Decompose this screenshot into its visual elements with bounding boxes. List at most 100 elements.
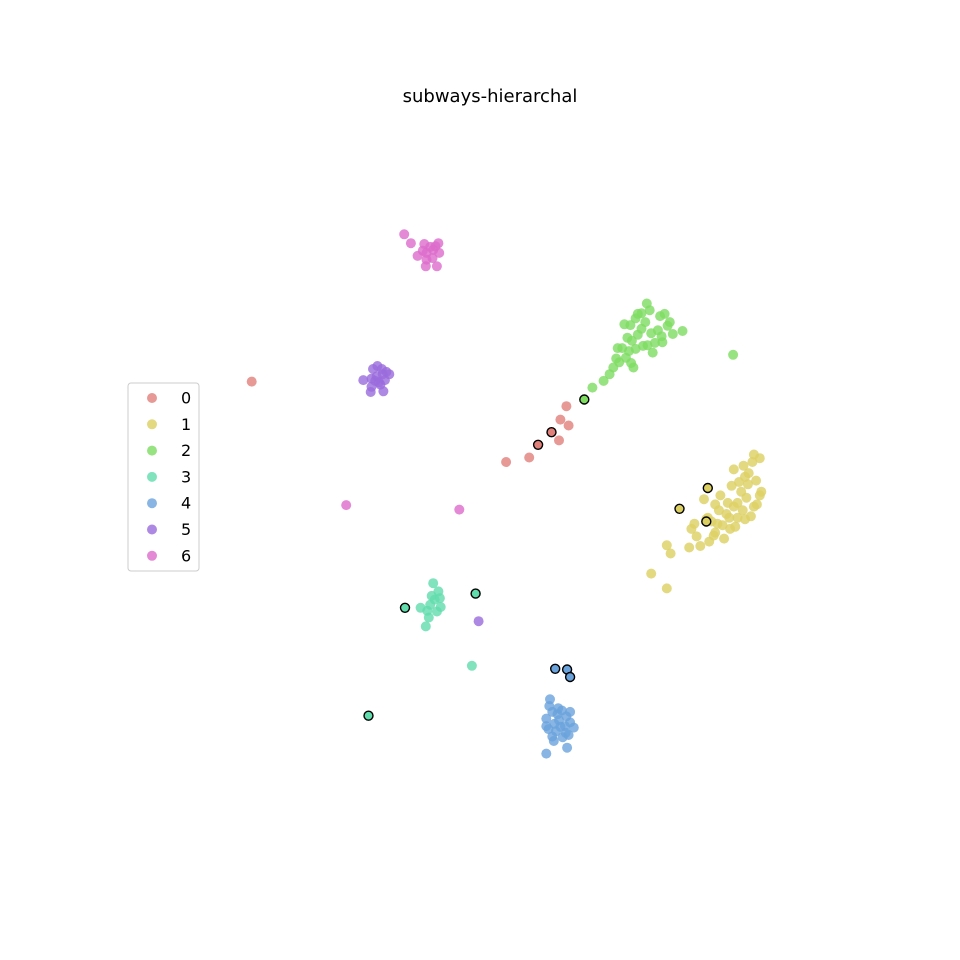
point-cluster-1 <box>743 468 754 479</box>
point-cluster-1 <box>691 531 702 542</box>
point-cluster-5 <box>473 616 484 627</box>
point-cluster-0 <box>501 457 512 467</box>
point-cluster-2 <box>667 329 678 339</box>
point-cluster-2 <box>632 308 643 319</box>
point-cluster-4 <box>553 703 564 714</box>
series-0 <box>246 376 574 467</box>
point-cluster-3 <box>434 593 445 604</box>
point-cluster-2 <box>655 311 666 322</box>
point-cluster-0 <box>246 376 257 387</box>
point-cluster-4 <box>541 748 552 759</box>
point-cluster-6 <box>341 500 352 511</box>
point-cluster-1 <box>748 449 759 460</box>
point-cluster-1 <box>726 480 737 491</box>
point-cluster-3 <box>466 660 477 671</box>
point-cluster-1 <box>708 530 719 541</box>
point-cluster-2 <box>638 340 648 351</box>
highlighted-point-cluster-1 <box>701 516 712 527</box>
point-cluster-2 <box>662 320 673 331</box>
point-cluster-2 <box>611 353 622 364</box>
point-cluster-6 <box>431 261 442 272</box>
point-cluster-1 <box>738 460 749 471</box>
point-cluster-1 <box>719 533 730 544</box>
point-cluster-3 <box>420 621 431 632</box>
point-cluster-3 <box>426 590 437 601</box>
point-cluster-1 <box>734 477 744 487</box>
legend-label-5: 5 <box>181 520 191 539</box>
highlighted-point-cluster-1 <box>674 503 685 514</box>
point-cluster-4 <box>565 706 576 717</box>
highlighted-point-cluster-0 <box>546 427 557 438</box>
highlighted-point-cluster-3 <box>470 588 481 599</box>
point-cluster-0 <box>524 452 535 463</box>
point-cluster-2 <box>647 347 658 358</box>
point-cluster-4 <box>562 742 573 753</box>
point-cluster-1 <box>751 475 762 486</box>
legend-label-4: 4 <box>181 494 191 513</box>
point-cluster-6 <box>420 261 431 272</box>
point-cluster-6 <box>399 229 410 240</box>
series-2 <box>587 298 739 393</box>
legend-label-2: 2 <box>181 441 191 460</box>
legend-marker-0 <box>147 393 157 403</box>
point-cluster-0 <box>561 401 572 412</box>
point-cluster-4 <box>557 732 568 743</box>
series-4 <box>541 694 579 759</box>
highlighted-point-cluster-4 <box>550 663 561 674</box>
point-cluster-2 <box>604 369 615 380</box>
legend-marker-3 <box>147 471 157 482</box>
point-cluster-1 <box>684 542 695 553</box>
point-cluster-4 <box>541 721 552 732</box>
point-cluster-2 <box>587 382 598 393</box>
point-cluster-1 <box>728 464 739 475</box>
legend-frame <box>127 382 200 572</box>
highlighted-point-cluster-1 <box>702 482 713 494</box>
point-cluster-1 <box>695 541 706 551</box>
highlighted-point-cluster-4 <box>564 671 576 683</box>
point-cluster-1 <box>740 514 750 525</box>
point-cluster-5 <box>378 386 389 397</box>
point-cluster-3 <box>423 612 434 623</box>
point-cluster-1 <box>661 540 672 551</box>
point-cluster-1 <box>741 492 752 503</box>
legend-marker-5 <box>147 524 157 535</box>
point-cluster-4 <box>559 721 570 732</box>
point-cluster-4 <box>541 713 552 724</box>
highlighted-point-cluster-0 <box>532 439 544 450</box>
point-cluster-1 <box>715 490 726 501</box>
point-cluster-6 <box>427 253 438 264</box>
legend-marker-2 <box>147 445 157 456</box>
point-cluster-5 <box>358 375 369 386</box>
point-cluster-1 <box>665 548 676 559</box>
series-5 <box>358 361 484 627</box>
legend-marker-6 <box>147 550 157 561</box>
point-cluster-1 <box>732 512 743 523</box>
point-cluster-0 <box>563 420 574 431</box>
point-cluster-1 <box>732 497 743 508</box>
legend-marker-4 <box>147 498 157 509</box>
point-cluster-6 <box>454 504 465 515</box>
point-cluster-2 <box>646 328 657 339</box>
point-cluster-1 <box>712 518 723 529</box>
point-cluster-1 <box>686 523 697 534</box>
point-cluster-2 <box>622 332 633 343</box>
point-cluster-1 <box>737 505 748 516</box>
chart-title: subways-hierarchal <box>402 86 578 107</box>
point-cluster-5 <box>370 375 381 386</box>
point-cluster-4 <box>548 736 559 746</box>
point-cluster-1 <box>722 497 733 508</box>
point-cluster-2 <box>657 337 668 348</box>
point-cluster-1 <box>699 494 709 505</box>
point-cluster-4 <box>568 722 579 733</box>
point-cluster-3 <box>415 602 426 613</box>
point-cluster-1 <box>754 490 765 501</box>
point-cluster-3 <box>428 578 439 589</box>
point-cluster-3 <box>435 602 446 612</box>
point-cluster-2 <box>619 319 630 330</box>
point-cluster-1 <box>742 479 753 490</box>
point-cluster-2 <box>728 349 739 360</box>
point-cluster-1 <box>747 457 758 467</box>
legend: 0 1 2 3 4 5 6 <box>127 382 200 572</box>
highlighted-point-cluster-3 <box>399 602 411 613</box>
